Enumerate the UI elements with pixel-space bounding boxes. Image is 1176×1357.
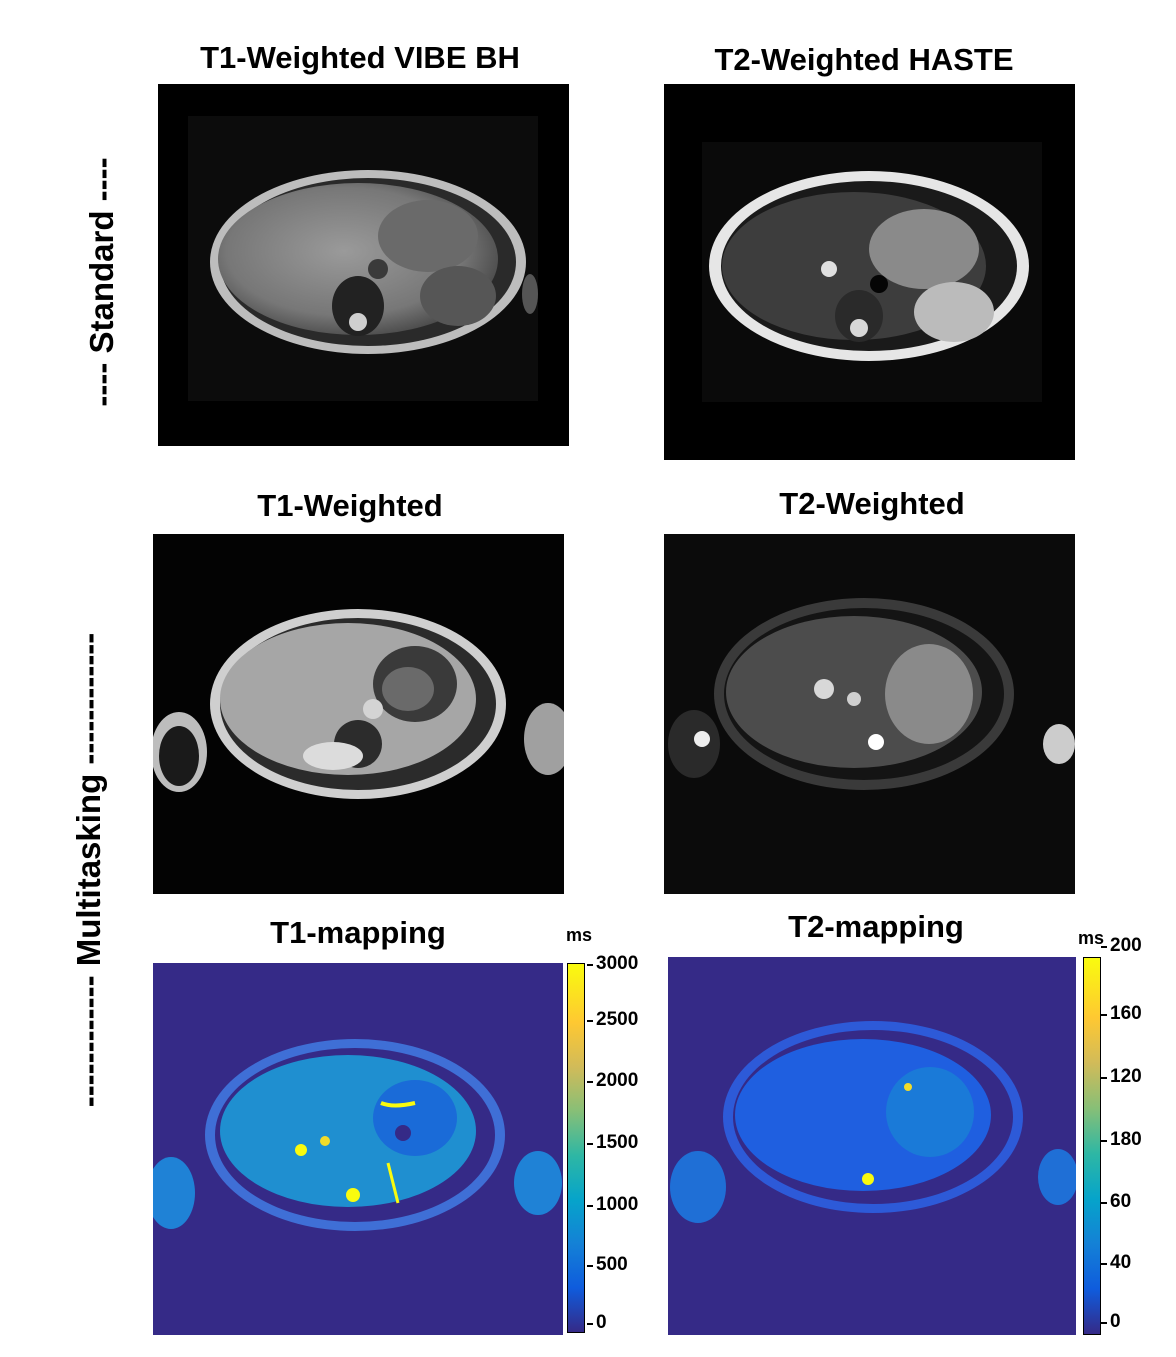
title-t2-mapping: T2-mapping: [788, 909, 964, 944]
t2-mapping-image: [668, 957, 1076, 1335]
t2-tick-0: 0: [1101, 1311, 1121, 1332]
title-t1-mapping: T1-mapping: [270, 915, 446, 950]
t2-haste-image: [664, 84, 1075, 460]
row-label-multitasking: ------------ Multitasking ------------: [70, 632, 107, 1108]
row-label-standard: ---- Standard ----: [83, 157, 120, 407]
t1-tick-2000: 2000: [586, 1070, 639, 1091]
t1-tick-1500: 1500: [586, 1132, 639, 1153]
t1-vibe-image: [158, 84, 569, 446]
t2-tick-60: 60: [1100, 1191, 1132, 1212]
t2-weighted-image: [664, 534, 1075, 894]
title-t2-haste: T2-Weighted HASTE: [714, 42, 1014, 77]
t1-colorbar: [567, 963, 585, 1333]
t2-tick-160: 160: [1101, 1003, 1142, 1024]
t1-mapping-image: [153, 963, 563, 1335]
t2-tick-120: 120: [1101, 1066, 1142, 1087]
t1-weighted-image: [153, 534, 564, 894]
title-t1-vibe: T1-Weighted VIBE BH: [200, 40, 520, 75]
t1-tick-1000: 1000: [586, 1194, 639, 1215]
t2-tick-200: 200: [1101, 935, 1142, 956]
t1-tick-3000: 3000: [586, 953, 639, 974]
title-t1-weighted: T1-Weighted: [257, 488, 443, 523]
t1-colorbar-unit: ms: [566, 925, 593, 945]
t1-tick-2500: 2500: [586, 1009, 639, 1030]
t2-tick-40: 40: [1100, 1252, 1132, 1273]
t1-tick-500: 500: [587, 1254, 628, 1275]
t2-colorbar-unit: ms: [1078, 928, 1105, 948]
t1-tick-0: 0: [587, 1312, 607, 1333]
t2-tick-180: 180: [1101, 1129, 1142, 1150]
title-t2-weighted: T2-Weighted: [779, 486, 965, 521]
t2-colorbar: [1083, 957, 1101, 1335]
